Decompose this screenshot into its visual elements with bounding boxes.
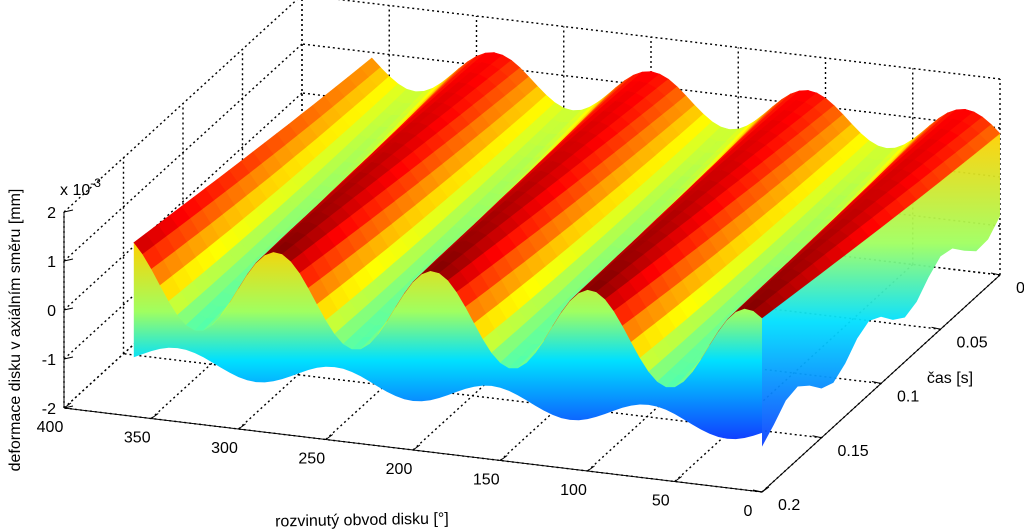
x-tick-label: 400 (37, 419, 64, 436)
x-tick-mark (325, 434, 334, 440)
y-tick-label: 0 (1016, 280, 1024, 297)
x-tick-mark (150, 413, 159, 419)
x-axis-label: rozvinutý obvod disku [°] (275, 510, 449, 530)
y-tick-mark (871, 381, 882, 384)
x-tick-label: 300 (211, 440, 238, 457)
side-wall-grid-z (63, 92, 303, 311)
back-wall-grid-z (337, 0, 1001, 80)
z-multiplier: x 10-3 (60, 176, 101, 199)
z-tick-labels: -2 -1 0 1 2 (42, 205, 56, 418)
y-tick-mark (931, 326, 941, 330)
y-tick-labels: 0 0.05 0.1 0.15 0.2 (778, 280, 1024, 514)
z-tick-mark (63, 209, 74, 213)
side-wall-grid-z (63, 43, 303, 262)
x-tick-label: 50 (652, 493, 670, 510)
x-tick-label: 150 (473, 472, 500, 489)
z-tick-label: 0 (47, 303, 56, 320)
x-tick-label: 250 (298, 451, 325, 468)
z-tick-label: -2 (42, 401, 56, 418)
x-tick-mark (63, 402, 72, 409)
y-tick-mark (990, 272, 1001, 276)
surface-front-face (133, 242, 763, 440)
x-tick-label: 0 (744, 503, 753, 520)
y-tick-mark (752, 489, 763, 493)
axes (63, 209, 1001, 493)
y-axis-label: čas [s] (927, 370, 973, 387)
z-tick-mark (63, 307, 74, 311)
x-tick-labels: 0 50 100 150 200 250 300 350 400 (37, 419, 753, 520)
z-tick-label: -1 (42, 352, 56, 369)
y-tick-label: 0.2 (778, 497, 800, 514)
x-tick-mark (412, 444, 421, 451)
x-tick-mark (587, 465, 595, 472)
surface (133, 52, 1001, 447)
surface-right-face (762, 133, 1000, 447)
x-tick-mark (499, 455, 508, 461)
y-tick-label: 0.15 (838, 443, 869, 460)
z-multiplier-exponent: -3 (90, 176, 101, 190)
z-tick-mark (63, 356, 74, 360)
x-tick-mark (238, 423, 246, 430)
x-tick-mark (761, 486, 770, 493)
x-tick-label: 100 (560, 482, 587, 499)
x-tick-mark (674, 476, 683, 482)
y-tick-mark (812, 435, 822, 439)
x-tick-label: 350 (124, 430, 151, 447)
z-axis-label: deformace disku v axiálním směru [mm] (7, 189, 24, 472)
z-tick-label: 2 (47, 205, 56, 222)
y-tick-label: 0.05 (957, 334, 988, 351)
z-tick-label: 1 (47, 254, 56, 271)
z-multiplier-base: x 10 (60, 182, 90, 199)
z-tick-mark (63, 405, 74, 409)
z-tick-mark (63, 258, 74, 262)
y-tick-label: 0.1 (897, 389, 919, 406)
side-wall-grid-z (63, 0, 298, 213)
x-tick-label: 200 (386, 461, 413, 478)
